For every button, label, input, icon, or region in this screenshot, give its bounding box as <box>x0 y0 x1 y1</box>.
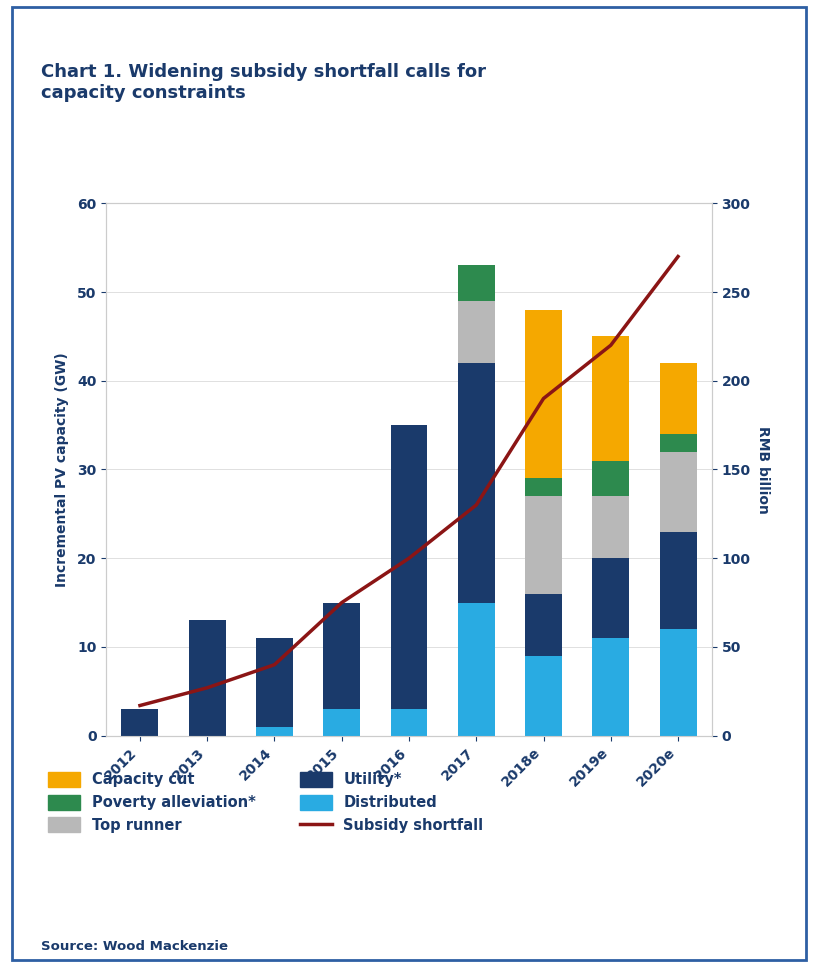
Bar <box>323 709 360 736</box>
Bar <box>390 709 428 736</box>
Bar <box>659 531 696 629</box>
Bar <box>122 709 159 736</box>
Bar <box>592 638 629 736</box>
Bar <box>525 593 562 656</box>
Bar <box>592 336 629 461</box>
Bar <box>458 301 495 363</box>
Bar <box>659 363 696 434</box>
Bar <box>592 559 629 638</box>
Bar <box>256 638 293 727</box>
Bar <box>592 461 629 496</box>
Bar <box>659 434 696 452</box>
Bar <box>390 425 428 709</box>
Bar <box>659 452 696 531</box>
Bar <box>189 620 226 736</box>
Bar <box>659 629 696 736</box>
Bar <box>525 478 562 496</box>
Text: Chart 1. Widening subsidy shortfall calls for
capacity constraints: Chart 1. Widening subsidy shortfall call… <box>41 63 486 102</box>
Bar <box>458 265 495 301</box>
Bar <box>592 496 629 559</box>
Bar <box>323 602 360 709</box>
Bar <box>525 310 562 478</box>
Legend: Capacity cut, Poverty alleviation*, Top runner, Utility*, Distributed, Subsidy s: Capacity cut, Poverty alleviation*, Top … <box>48 772 483 832</box>
Bar <box>458 602 495 736</box>
Bar <box>525 656 562 736</box>
Y-axis label: RMB billion: RMB billion <box>756 426 770 513</box>
Bar <box>256 727 293 736</box>
Text: Source: Wood Mackenzie: Source: Wood Mackenzie <box>41 941 228 953</box>
Y-axis label: Incremental PV capacity (GW): Incremental PV capacity (GW) <box>55 352 69 587</box>
Bar <box>458 363 495 602</box>
Bar <box>525 496 562 593</box>
